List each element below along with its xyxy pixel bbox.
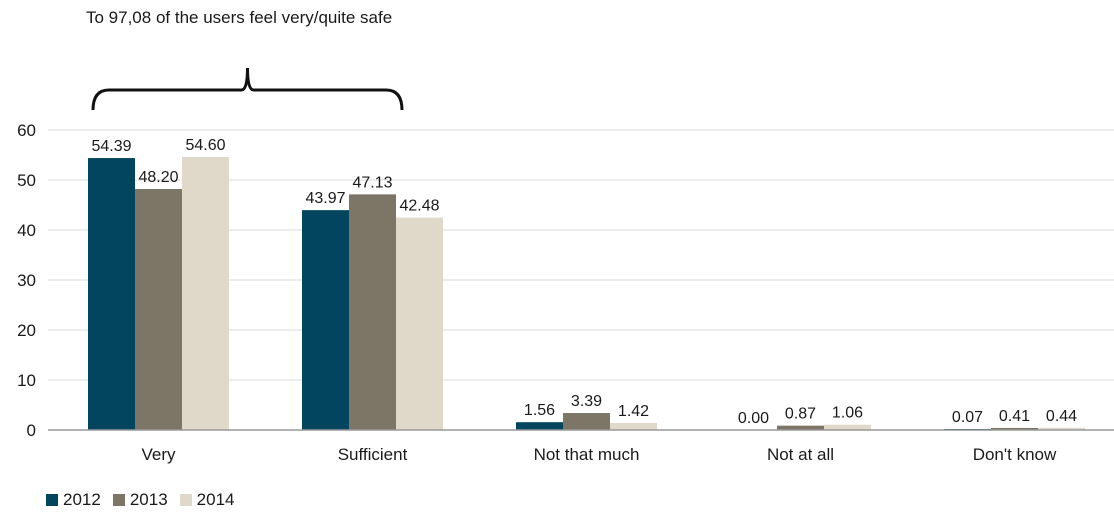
data-label-2014: 1.06 [832,405,863,422]
bar-2014 [824,424,871,430]
x-category-label: Not at all [767,445,834,464]
brace-annotation-text: To 97,08 of the users feel very/quite sa… [86,8,393,27]
bar-2013 [563,413,610,430]
bar-2012 [516,422,563,430]
x-category-label: Don't know [973,445,1057,464]
legend-label-2013: 2013 [129,490,168,509]
legend-swatch-2014 [179,494,192,506]
y-tick-label: 10 [17,371,36,390]
y-tick-label: 20 [17,321,36,340]
data-label-2013: 48.20 [138,169,178,186]
legend-label-2014: 2014 [196,490,235,509]
bar-2012 [302,210,349,430]
legend-item-2014: 2014 [179,490,235,510]
bar-2013 [991,427,1038,430]
data-label-2014: 1.42 [618,403,649,420]
data-label-2012: 54.39 [91,138,131,155]
data-label-2012: 43.97 [305,190,345,207]
data-label-2012: 1.56 [524,402,555,419]
legend-item-2013: 2013 [112,490,168,510]
y-tick-label: 40 [17,221,36,240]
data-label-2013: 47.13 [352,174,392,191]
y-tick-label: 0 [27,421,36,440]
bar-2014 [610,422,657,430]
data-label-2014: 54.60 [185,137,225,154]
y-tick-label: 50 [17,171,36,190]
bar-2014 [182,157,229,430]
data-label-2013: 3.39 [571,393,602,410]
legend-item-2012: 2012 [46,490,101,510]
data-label-2013: 0.87 [785,406,816,423]
bar-2013 [135,189,182,430]
y-tick-label: 30 [17,271,36,290]
x-category-label: Not that much [534,445,640,464]
legend: 2012 2013 2014 [46,490,246,510]
legend-swatch-2013 [112,494,125,506]
curly-brace-annotation [91,67,404,111]
bar-2012 [88,158,135,431]
data-label-2014: 42.48 [399,198,439,215]
legend-label-2012: 2012 [63,490,101,509]
x-category-label: Very [141,445,176,464]
data-label-2012: 0.07 [952,409,983,426]
bar-2013 [777,425,824,430]
data-label-2012: 0.00 [738,410,769,427]
data-label-2013: 0.41 [999,408,1030,425]
bar-2014 [396,217,443,430]
bar-2013 [349,194,396,430]
legend-swatch-2012 [46,494,58,506]
y-tick-label: 60 [17,121,36,140]
x-category-label: Sufficient [338,445,408,464]
bar-2014 [1038,427,1085,430]
data-label-2014: 0.44 [1046,408,1077,425]
